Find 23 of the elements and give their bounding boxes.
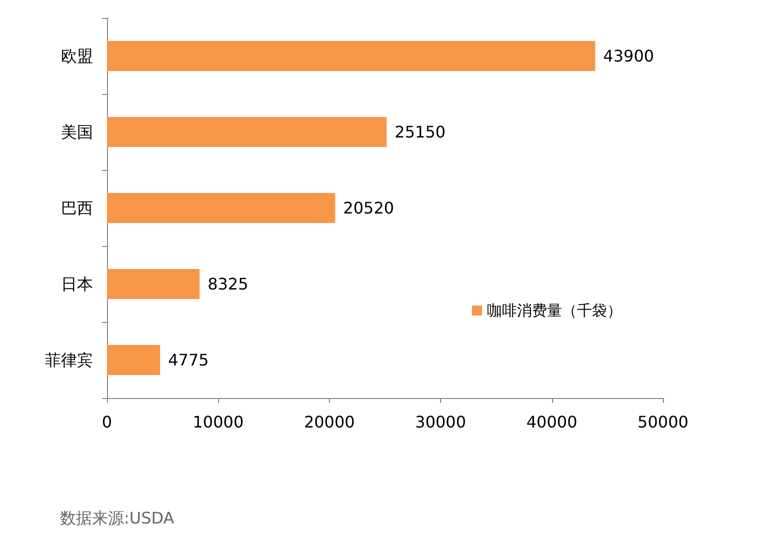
x-tick-label: 50000 bbox=[638, 412, 688, 432]
x-tick-label: 10000 bbox=[192, 412, 244, 432]
y-tick-label: 欧盟 bbox=[61, 46, 93, 66]
bar bbox=[107, 345, 160, 375]
y-tick-label: 日本 bbox=[61, 274, 93, 294]
bar bbox=[107, 269, 200, 299]
bar bbox=[107, 193, 336, 223]
data-label: 43900 bbox=[603, 46, 654, 66]
x-tick-label: 0 bbox=[102, 412, 112, 432]
x-tick-label: 40000 bbox=[526, 412, 578, 432]
legend-label: 咖啡消费量（千袋） bbox=[487, 302, 622, 320]
bar bbox=[107, 117, 387, 147]
data-label: 25150 bbox=[394, 122, 446, 142]
data-label: 20520 bbox=[343, 198, 394, 218]
y-tick-label: 美国 bbox=[61, 122, 93, 142]
y-tick-label: 巴西 bbox=[61, 198, 93, 218]
bar bbox=[107, 41, 596, 71]
data-label: 8325 bbox=[208, 274, 248, 294]
x-tick-label: 30000 bbox=[415, 412, 466, 432]
y-tick-label: 菲律宾 bbox=[45, 350, 93, 370]
data-label: 4775 bbox=[168, 350, 209, 370]
source-note: 数据来源:USDA bbox=[60, 508, 174, 528]
x-tick-label: 20000 bbox=[304, 412, 355, 432]
